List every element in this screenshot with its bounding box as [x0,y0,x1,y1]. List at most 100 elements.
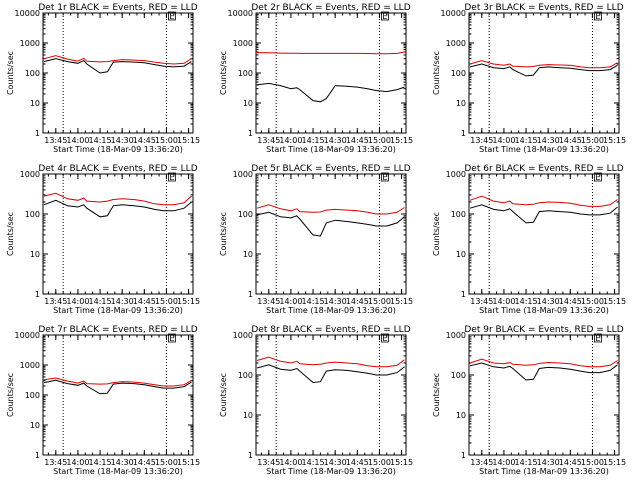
panel-title: Det 7r BLACK = Events, RED = LLD [38,325,197,335]
y-axis-label: Counts/sec [219,373,228,417]
panel-title: Det 1r BLACK = Events, RED = LLD [38,3,197,13]
x-tick-label: 14:15 [302,297,325,306]
panel-title: Det 6r BLACK = Events, RED = LLD [464,164,623,174]
x-axis-label: Start Time (18-Mar-09 13:36:20) [266,145,396,154]
x-tick-label: 13:45 [470,458,493,467]
x-tick-label: 15:15 [390,136,413,145]
x-tick-label: 15:15 [603,136,626,145]
y-tick-label: 1000 [233,331,253,340]
x-tick-label: 14:00 [279,458,302,467]
x-tick-label: 14:45 [133,136,156,145]
lld-series-line [256,204,405,215]
marker-label: E [595,12,600,21]
panel-title: Det 2r BLACK = Events, RED = LLD [251,3,410,13]
x-tick-label: 14:15 [515,136,538,145]
plot-frame [468,334,620,456]
x-tick-label: 15:00 [155,136,178,145]
lld-series-line [43,377,192,387]
y-axis-label: Counts/sec [6,212,15,256]
x-tick-label: 14:15 [515,458,538,467]
y-tick-label: 1000 [20,39,40,48]
events-series-line [469,63,618,77]
panel-title: Det 5r BLACK = Events, RED = LLD [251,164,410,174]
y-tick-label: 1 [35,129,40,138]
x-tick-label: 14:45 [133,297,156,306]
y-tick-label: 1000 [20,170,40,179]
events-series-line [256,364,405,384]
panel-8: Det 8r BLACK = Events, RED = LLD 1 10 100 10… [219,325,413,476]
events-series-line [469,204,618,224]
y-tick-label: 1 [35,451,40,460]
panel-1: Det 1r BLACK = Events, RED = LLD 1 10 100 10… [6,3,200,154]
panel-5: Det 5r BLACK = Events, RED = LLD 1 10 100 10… [219,164,413,315]
x-tick-label: 14:00 [66,458,89,467]
marker-label: E [382,12,387,21]
plot-frame [42,12,194,134]
panel-title: Det 4r BLACK = Events, RED = LLD [38,164,197,174]
y-axis-label: Counts/sec [6,373,15,417]
x-tick-label: 14:30 [111,458,134,467]
x-tick-label: 15:00 [368,136,391,145]
x-tick-label: 14:30 [537,458,560,467]
y-tick-label: 1 [461,451,466,460]
x-tick-label: 15:15 [177,458,200,467]
x-axis-label: Start Time (18-Mar-09 13:36:20) [479,145,609,154]
events-series-line [43,379,192,395]
panel-3: Det 3r BLACK = Events, RED = LLD 1 10 100 10… [432,3,626,154]
x-tick-label: 14:30 [537,136,560,145]
y-tick-label: 1 [35,290,40,299]
panel-6: Det 6r BLACK = Events, RED = LLD 1 10 100 10… [432,164,626,315]
y-axis-label: Counts/sec [432,373,441,417]
lld-series-line [469,60,618,69]
y-tick-label: 10000 [228,9,253,18]
x-tick-label: 14:30 [324,297,347,306]
x-tick-label: 14:00 [492,297,515,306]
x-tick-label: 13:45 [470,136,493,145]
y-tick-label: 1 [248,451,253,460]
y-tick-label: 1000 [233,39,253,48]
panel-title: Det 9r BLACK = Events, RED = LLD [464,325,623,335]
y-tick-label: 10 [456,99,466,108]
plot-frame [468,12,620,134]
x-tick-label: 14:15 [302,458,325,467]
marker-box [381,333,389,343]
x-tick-label: 15:15 [177,297,200,306]
y-tick-label: 100 [451,69,466,78]
y-tick-label: 10 [30,421,40,430]
x-tick-label: 14:45 [346,297,369,306]
lld-series-line [256,51,405,55]
y-axis-label: Counts/sec [219,212,228,256]
plot-frame [255,12,407,134]
marker-box [381,172,389,182]
y-tick-label: 1 [461,290,466,299]
x-tick-label: 13:45 [470,297,493,306]
marker-box [168,333,176,343]
x-axis-label: Start Time (18-Mar-09 13:36:20) [53,306,183,315]
x-tick-label: 14:45 [346,136,369,145]
y-tick-label: 100 [451,371,466,380]
x-tick-label: 14:15 [89,136,112,145]
x-tick-label: 14:30 [111,136,134,145]
x-tick-label: 14:00 [66,297,89,306]
plot-frame [468,173,620,295]
x-tick-label: 14:45 [559,458,582,467]
y-tick-label: 1000 [233,170,253,179]
x-tick-label: 14:30 [324,458,347,467]
x-tick-label: 14:30 [324,136,347,145]
x-axis-label: Start Time (18-Mar-09 13:36:20) [53,467,183,476]
y-tick-label: 10 [30,250,40,259]
x-tick-label: 14:30 [111,297,134,306]
plot-frame [42,334,194,456]
lld-series-line [43,55,192,65]
marker-box [168,172,176,182]
x-tick-label: 13:45 [257,136,280,145]
x-tick-label: 14:45 [559,297,582,306]
y-tick-label: 10000 [15,9,40,18]
y-tick-label: 10 [243,411,253,420]
y-tick-label: 1 [248,290,253,299]
x-tick-label: 15:00 [368,458,391,467]
x-axis-label: Start Time (18-Mar-09 13:36:20) [479,306,609,315]
x-tick-label: 14:30 [537,297,560,306]
marker-box [594,172,602,182]
x-tick-label: 15:00 [155,297,178,306]
